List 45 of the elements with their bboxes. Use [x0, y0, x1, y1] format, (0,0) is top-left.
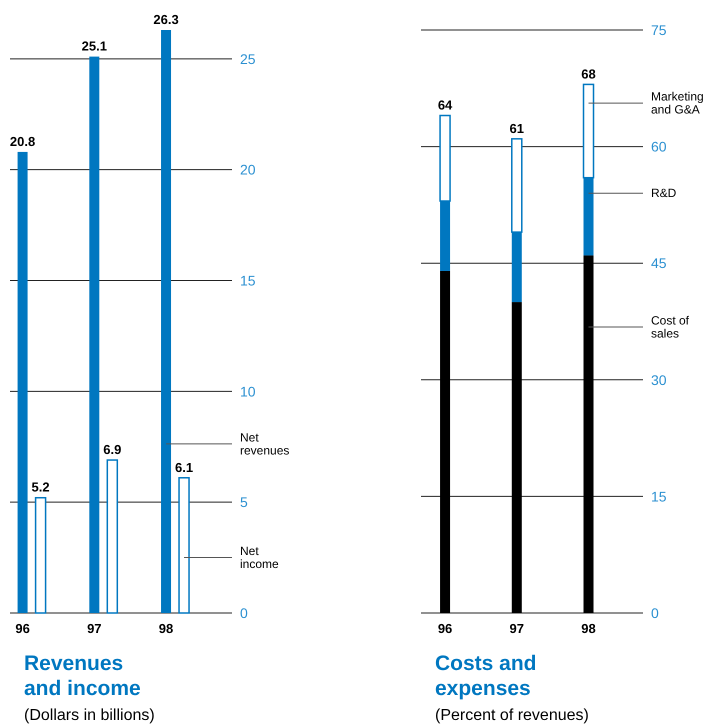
bar: [34, 496, 46, 614]
y-tick-label: 60: [651, 138, 667, 155]
text: Cost of sales: [651, 313, 690, 340]
text: (Dollars in billions): [24, 707, 155, 724]
x-tick-label: 96: [15, 621, 30, 636]
y-tick-label: 25: [240, 50, 256, 67]
bar: [89, 56, 100, 613]
x-tick-label: 98: [581, 621, 596, 636]
bar: [18, 152, 28, 613]
y-tick-label: 30: [651, 372, 667, 388]
y-tick-label: 15: [651, 488, 667, 504]
y-tick-label: 45: [651, 255, 667, 272]
bar: [512, 302, 522, 613]
bar: [106, 459, 118, 614]
x-tick-label: 97: [87, 621, 102, 636]
data-label: 25.1: [82, 38, 107, 54]
y-tick-label: 75: [651, 22, 667, 38]
bar: [440, 270, 450, 613]
total-label: 64: [438, 98, 454, 113]
x-tick-label: 96: [438, 621, 452, 636]
data-label: 5.2: [32, 480, 50, 495]
y-tick-label: 0: [651, 605, 659, 621]
data-label: 6.9: [103, 442, 122, 458]
y-tick-label: 10: [240, 383, 256, 400]
text: (Percent of revenues): [435, 707, 589, 724]
data-label: 6.1: [174, 460, 194, 475]
text: Marketing and G&A: [651, 90, 704, 117]
data-label: 20.8: [10, 134, 36, 149]
text: Net income: [240, 544, 280, 572]
x-tick-label: 98: [158, 621, 174, 636]
bar: [584, 255, 594, 613]
y-tick-label: 0: [240, 605, 248, 621]
total-label: 61: [510, 120, 524, 136]
y-tick-label: 20: [240, 162, 256, 178]
total-label: 68: [581, 66, 596, 82]
y-tick-label: 15: [240, 272, 256, 288]
text: Costs and expenses: [435, 652, 537, 700]
data-label: 26.3: [153, 12, 179, 27]
x-tick-label: 97: [510, 621, 524, 636]
bar: [161, 30, 172, 613]
text: Net revenues: [240, 430, 290, 458]
text: Revenues and income: [24, 652, 141, 700]
text: R&D: [651, 186, 677, 200]
bar: [178, 477, 190, 614]
y-tick-label: 5: [240, 494, 248, 510]
